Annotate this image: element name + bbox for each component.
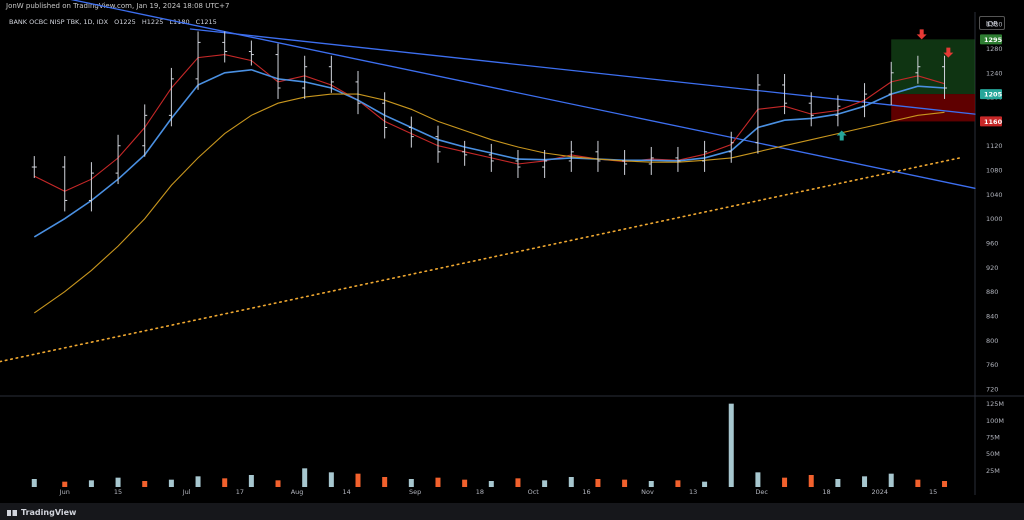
y-tick-label: 800 xyxy=(986,337,998,345)
zone-target xyxy=(891,39,975,95)
volume-bar xyxy=(328,472,334,487)
volume-bar xyxy=(222,478,228,487)
volume-bar xyxy=(515,478,521,487)
y-tick-label: 1240 xyxy=(986,69,1003,77)
arrow_down-icon xyxy=(916,29,927,40)
volume-tick-label: 25M xyxy=(986,467,1000,475)
y-tick-label: 1040 xyxy=(986,191,1003,199)
volume-tick-label: 50M xyxy=(986,450,1000,458)
ohlc-close: C1215 xyxy=(195,18,217,26)
y-tick-label: 840 xyxy=(986,312,998,320)
ohlc-open: O1225 xyxy=(114,18,136,26)
x-tick-label: 15 xyxy=(929,488,937,496)
series-ema_fast xyxy=(34,54,945,192)
y-tick-label: 880 xyxy=(986,288,998,296)
arrow_down-icon xyxy=(943,47,954,58)
x-tick-label: Aug xyxy=(291,488,304,496)
trendline-2 xyxy=(189,28,976,115)
price-tag-target xyxy=(980,34,1002,45)
volume-bar xyxy=(31,479,37,487)
ohlc-high: H1225 xyxy=(141,18,164,26)
x-tick-label: 14 xyxy=(342,488,350,496)
price-tag-label: 1160 xyxy=(984,118,1003,126)
volume-bar xyxy=(88,480,94,487)
y-tick-label: 960 xyxy=(986,240,998,248)
trendline-1 xyxy=(70,0,976,189)
volume-bar xyxy=(782,477,788,487)
price-chart[interactable]: 1320128012401200116011201080104010009609… xyxy=(0,0,1024,503)
x-tick-label: 15 xyxy=(114,488,122,496)
volume-bar xyxy=(622,479,628,487)
volume-bar xyxy=(435,477,441,487)
x-tick-label: Jul xyxy=(182,488,191,496)
x-tick-label: Oct xyxy=(528,488,540,496)
y-tick-label: 720 xyxy=(986,385,998,393)
volume-bar xyxy=(142,481,148,487)
x-tick-label: Nov xyxy=(641,488,654,496)
volume-bar xyxy=(942,481,948,487)
volume-bar xyxy=(62,481,68,487)
y-tick-label: 1000 xyxy=(986,215,1003,223)
volume-bar xyxy=(275,480,281,487)
tradingview-mark-icon xyxy=(7,509,17,516)
volume-bar xyxy=(168,479,174,487)
arrow_up-icon xyxy=(836,130,847,141)
volume-tick-label: 75M xyxy=(986,434,1000,442)
y-tick-label: 1080 xyxy=(986,167,1003,175)
zone-stop xyxy=(891,94,975,122)
y-tick-label: 1120 xyxy=(986,142,1003,150)
x-tick-label: 2024 xyxy=(872,488,889,496)
volume-bar xyxy=(382,477,388,487)
volume-bar xyxy=(488,481,494,487)
y-tick-label: 920 xyxy=(986,264,998,272)
x-tick-label: 13 xyxy=(689,488,697,496)
price-tag-last xyxy=(980,89,1002,100)
footer-bar: TradingView xyxy=(0,503,1024,520)
y-tick-label: 1320 xyxy=(986,21,1003,29)
volume-bar xyxy=(915,479,921,487)
volume-tick-label: 100M xyxy=(986,417,1004,425)
x-tick-label: Sep xyxy=(409,488,421,496)
x-tick-label: 18 xyxy=(822,488,830,496)
top-bar: JonW published on TradingView.com, Jan 1… xyxy=(0,0,1024,14)
volume-bar xyxy=(888,473,894,487)
symbol-name: BANK OCBC NISP TBK, 1D, IDX xyxy=(9,18,109,26)
currency-button[interactable]: IDR xyxy=(979,16,1005,30)
x-tick-label: Dec xyxy=(755,488,768,496)
volume-bar xyxy=(248,475,254,487)
volume-bar xyxy=(408,479,414,487)
volume-bar xyxy=(195,476,201,487)
series-sma_slow xyxy=(33,93,945,314)
x-tick-label: Jun xyxy=(59,488,70,496)
y-tick-label: 760 xyxy=(986,361,998,369)
tradingview-brand: TradingView xyxy=(21,508,77,517)
tradingview-logo[interactable]: TradingView xyxy=(7,508,76,517)
volume-bar xyxy=(728,403,734,487)
volume-bar xyxy=(648,481,654,487)
volume-bar xyxy=(542,480,548,487)
volume-bar xyxy=(462,479,468,487)
volume-bar xyxy=(302,468,308,487)
price-tag-stop xyxy=(980,116,1002,127)
volume-bar xyxy=(675,480,681,487)
x-tick-label: 18 xyxy=(476,488,484,496)
volume-bar xyxy=(595,479,601,487)
volume-bar xyxy=(115,477,121,487)
x-tick-label: 16 xyxy=(582,488,590,496)
volume-bar xyxy=(355,473,361,487)
price-tag-label: 1295 xyxy=(984,36,1003,44)
volume-bar xyxy=(862,476,868,487)
x-tick-label: 17 xyxy=(236,488,244,496)
volume-bar xyxy=(702,481,708,487)
y-tick-label: 1280 xyxy=(986,45,1003,53)
published-caption: JonW published on TradingView.com, Jan 1… xyxy=(6,2,230,10)
price-tag-label: 1205 xyxy=(984,91,1003,99)
volume-bar xyxy=(568,477,574,487)
volume-bar xyxy=(755,472,761,487)
trendline-3 xyxy=(0,157,961,363)
volume-tick-label: 125M xyxy=(986,400,1004,408)
volume-bar xyxy=(835,479,841,487)
volume-bar xyxy=(808,475,814,487)
